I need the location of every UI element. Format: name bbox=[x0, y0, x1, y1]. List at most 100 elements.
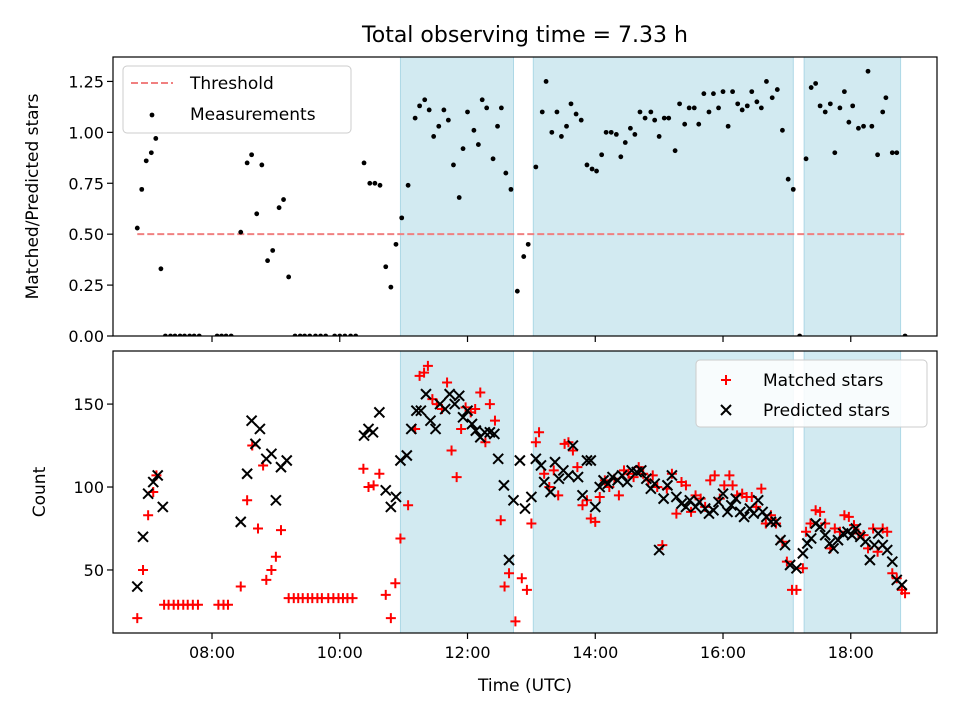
measurement-point bbox=[568, 101, 574, 107]
matched-star-point bbox=[882, 526, 893, 537]
measurement-point bbox=[436, 123, 442, 129]
matched-star-point bbox=[797, 563, 808, 574]
measurement-point bbox=[589, 166, 595, 172]
measurement-point bbox=[431, 134, 437, 139]
measurement-point bbox=[764, 79, 769, 84]
predicted-star-point bbox=[747, 507, 760, 520]
matched-star-point bbox=[834, 526, 845, 537]
matched-star-point bbox=[613, 490, 624, 501]
predicted-star-point bbox=[530, 453, 542, 465]
predicted-star-point bbox=[721, 506, 734, 518]
predicted-star-point bbox=[254, 423, 266, 435]
y-tick-label: 0.50 bbox=[68, 225, 104, 244]
predicted-star-point bbox=[717, 487, 729, 500]
matched-star-point bbox=[843, 511, 854, 522]
measurement-point bbox=[498, 105, 504, 111]
legend-matched-label: Matched stars bbox=[763, 371, 883, 391]
measurement-point bbox=[769, 95, 775, 101]
measurement-point bbox=[613, 131, 619, 137]
chart-title: Total observing time = 7.33 h bbox=[361, 23, 688, 48]
predicted-star-point bbox=[466, 418, 478, 430]
bottom-legend: Matched stars Predicted stars bbox=[695, 359, 928, 428]
plot-area bbox=[131, 360, 911, 627]
top-panel: 0.00 0.25 0.50 0.75 1.00 1.25 Threshold Measure… bbox=[68, 56, 938, 346]
measurement-point bbox=[539, 109, 545, 115]
matched-star-point bbox=[868, 523, 879, 534]
plot-area bbox=[134, 68, 908, 336]
measurement-point bbox=[143, 158, 149, 164]
measurement-point bbox=[656, 134, 662, 139]
measurement-point bbox=[725, 123, 731, 129]
x-tick-label: 08:00 bbox=[189, 643, 235, 662]
measurement-point bbox=[383, 264, 389, 270]
measurement-point bbox=[774, 87, 780, 92]
matched-star-point bbox=[530, 437, 541, 448]
measurement-point bbox=[554, 109, 560, 115]
predicted-star-point bbox=[373, 406, 386, 419]
measurement-point bbox=[399, 215, 405, 221]
matched-star-point bbox=[666, 468, 677, 479]
measurement-point bbox=[564, 123, 569, 129]
measurement-point bbox=[465, 109, 470, 115]
predicted-star-point bbox=[657, 492, 670, 505]
measurement-point bbox=[894, 150, 900, 156]
matched-star-point bbox=[446, 445, 457, 456]
predicted-star-point bbox=[380, 484, 392, 497]
measurement-point bbox=[682, 121, 688, 127]
matched-star-point bbox=[270, 551, 281, 562]
measurement-point bbox=[525, 241, 531, 247]
legend-predicted-label: Predicted stars bbox=[763, 401, 890, 421]
legend-measurements-label: Measurements bbox=[190, 105, 316, 125]
predicted-star-point bbox=[640, 473, 653, 485]
measurement-point bbox=[543, 79, 549, 84]
measurement-point bbox=[701, 91, 707, 97]
predicted-star-point bbox=[385, 501, 397, 513]
predicted-star-point bbox=[752, 494, 764, 507]
predicted-star-point bbox=[635, 464, 647, 477]
predicted-star-point bbox=[453, 390, 465, 402]
predicted-star-point bbox=[424, 414, 437, 427]
measurement-point bbox=[417, 103, 423, 109]
predicted-star-point bbox=[790, 562, 803, 575]
matched-star-point bbox=[567, 445, 578, 456]
matched-star-point bbox=[680, 480, 691, 491]
matched-star-point bbox=[442, 377, 453, 388]
y-tick-label: 50 bbox=[84, 561, 104, 580]
measurement-point bbox=[484, 105, 490, 111]
measurement-point bbox=[361, 160, 367, 166]
measurement-point bbox=[388, 284, 394, 290]
observing-band bbox=[399, 56, 515, 337]
matched-star-point bbox=[504, 568, 515, 579]
matched-star-point bbox=[810, 505, 821, 516]
predicted-star-point bbox=[249, 438, 262, 450]
matched-star-point bbox=[839, 510, 850, 521]
predicted-star-point bbox=[535, 459, 547, 472]
x-tick-label: 16:00 bbox=[700, 643, 746, 662]
matched-star-point bbox=[470, 404, 481, 415]
measurement-point bbox=[841, 89, 847, 95]
measurement-point bbox=[479, 97, 485, 103]
measurement-point bbox=[393, 241, 399, 247]
x-tick-label: 14:00 bbox=[572, 643, 618, 662]
measurement-point bbox=[259, 162, 265, 168]
predicted-star-point bbox=[616, 469, 628, 482]
matched-star-point bbox=[475, 387, 486, 398]
measurement-point bbox=[875, 152, 880, 158]
measurement-point bbox=[652, 117, 658, 123]
matched-star-point bbox=[252, 523, 263, 534]
measurement-point bbox=[608, 129, 614, 135]
predicted-star-point bbox=[514, 454, 526, 467]
matched-star-point bbox=[791, 584, 802, 595]
top-y-axis-label: Matched/Predicted stars bbox=[23, 93, 43, 299]
measurement-point bbox=[270, 248, 276, 253]
predicted-star-point bbox=[648, 477, 661, 490]
predicted-star-point bbox=[142, 487, 154, 500]
matched-star-point bbox=[900, 588, 911, 599]
predicted-star-point bbox=[850, 522, 862, 535]
matched-star-point bbox=[521, 584, 532, 595]
measurement-point bbox=[889, 150, 895, 156]
measurement-point bbox=[627, 125, 633, 131]
predicted-star-point bbox=[814, 521, 826, 533]
top-legend-frame bbox=[122, 65, 352, 134]
matched-star-point bbox=[705, 475, 716, 486]
